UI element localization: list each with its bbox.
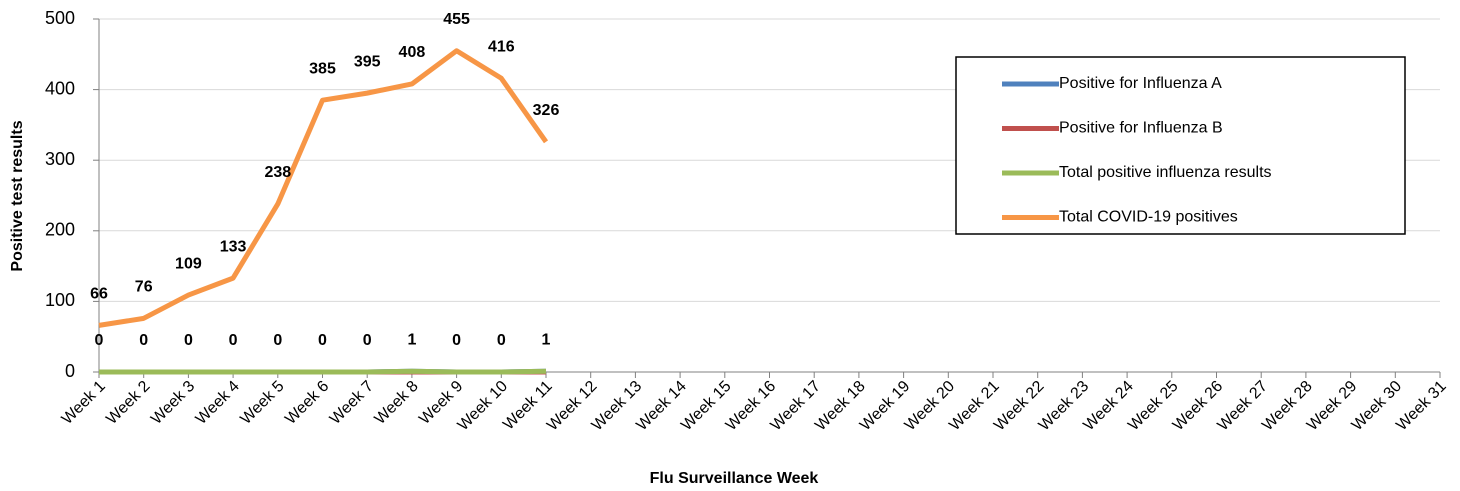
x-axis-title: Flu Surveillance Week xyxy=(650,470,819,487)
data-label: 0 xyxy=(273,332,282,349)
x-tick-label: Week 31 xyxy=(1393,378,1450,435)
y-tick-label: 100 xyxy=(45,290,75,310)
data-label: 238 xyxy=(264,164,291,181)
legend-label: Total positive influenza results xyxy=(1059,164,1272,181)
y-tick-label: 200 xyxy=(45,220,75,240)
data-label: 455 xyxy=(443,11,470,28)
data-label: 0 xyxy=(139,332,148,349)
x-tick-label: Week 7 xyxy=(327,378,377,428)
series-line xyxy=(98,48,549,328)
data-label: 416 xyxy=(488,39,515,56)
x-tick-label: Week 5 xyxy=(237,378,287,428)
data-label: 0 xyxy=(497,332,506,349)
data-label: 0 xyxy=(318,332,327,349)
data-label: 0 xyxy=(363,332,372,349)
data-label: 1 xyxy=(542,332,551,349)
data-label: 1 xyxy=(407,332,416,349)
data-label: 76 xyxy=(135,279,153,296)
x-tick-label: Week 2 xyxy=(103,378,153,428)
data-label: 133 xyxy=(220,238,247,255)
x-tick-label: Week 6 xyxy=(282,378,332,428)
y-tick-label: 400 xyxy=(45,78,75,98)
legend-label: Total COVID-19 positives xyxy=(1059,209,1238,226)
x-tick-label: Week 1 xyxy=(59,378,109,428)
data-label: 326 xyxy=(533,102,560,119)
data-label: 385 xyxy=(309,60,336,77)
data-label: 66 xyxy=(90,286,108,303)
data-label: 408 xyxy=(399,44,426,61)
data-label: 0 xyxy=(95,332,104,349)
x-tick-label: Week 10 xyxy=(455,378,512,435)
series-line xyxy=(99,368,547,375)
data-label: 395 xyxy=(354,53,381,70)
x-tick-label: Week 3 xyxy=(148,378,198,428)
y-axis-title: Positive test results xyxy=(9,120,26,271)
data-label: 109 xyxy=(175,255,202,272)
y-tick-label: 300 xyxy=(45,149,75,169)
data-label: 0 xyxy=(452,332,461,349)
data-label: 0 xyxy=(229,332,238,349)
legend-label: Positive for Influenza B xyxy=(1059,120,1223,137)
x-tick-label: Week 8 xyxy=(372,378,422,428)
data-label: 0 xyxy=(184,332,193,349)
x-tick-label: Week 4 xyxy=(193,378,243,428)
legend-label: Positive for Influenza A xyxy=(1059,75,1222,92)
y-tick-label: 0 xyxy=(65,361,75,381)
y-tick-label: 500 xyxy=(45,8,75,28)
